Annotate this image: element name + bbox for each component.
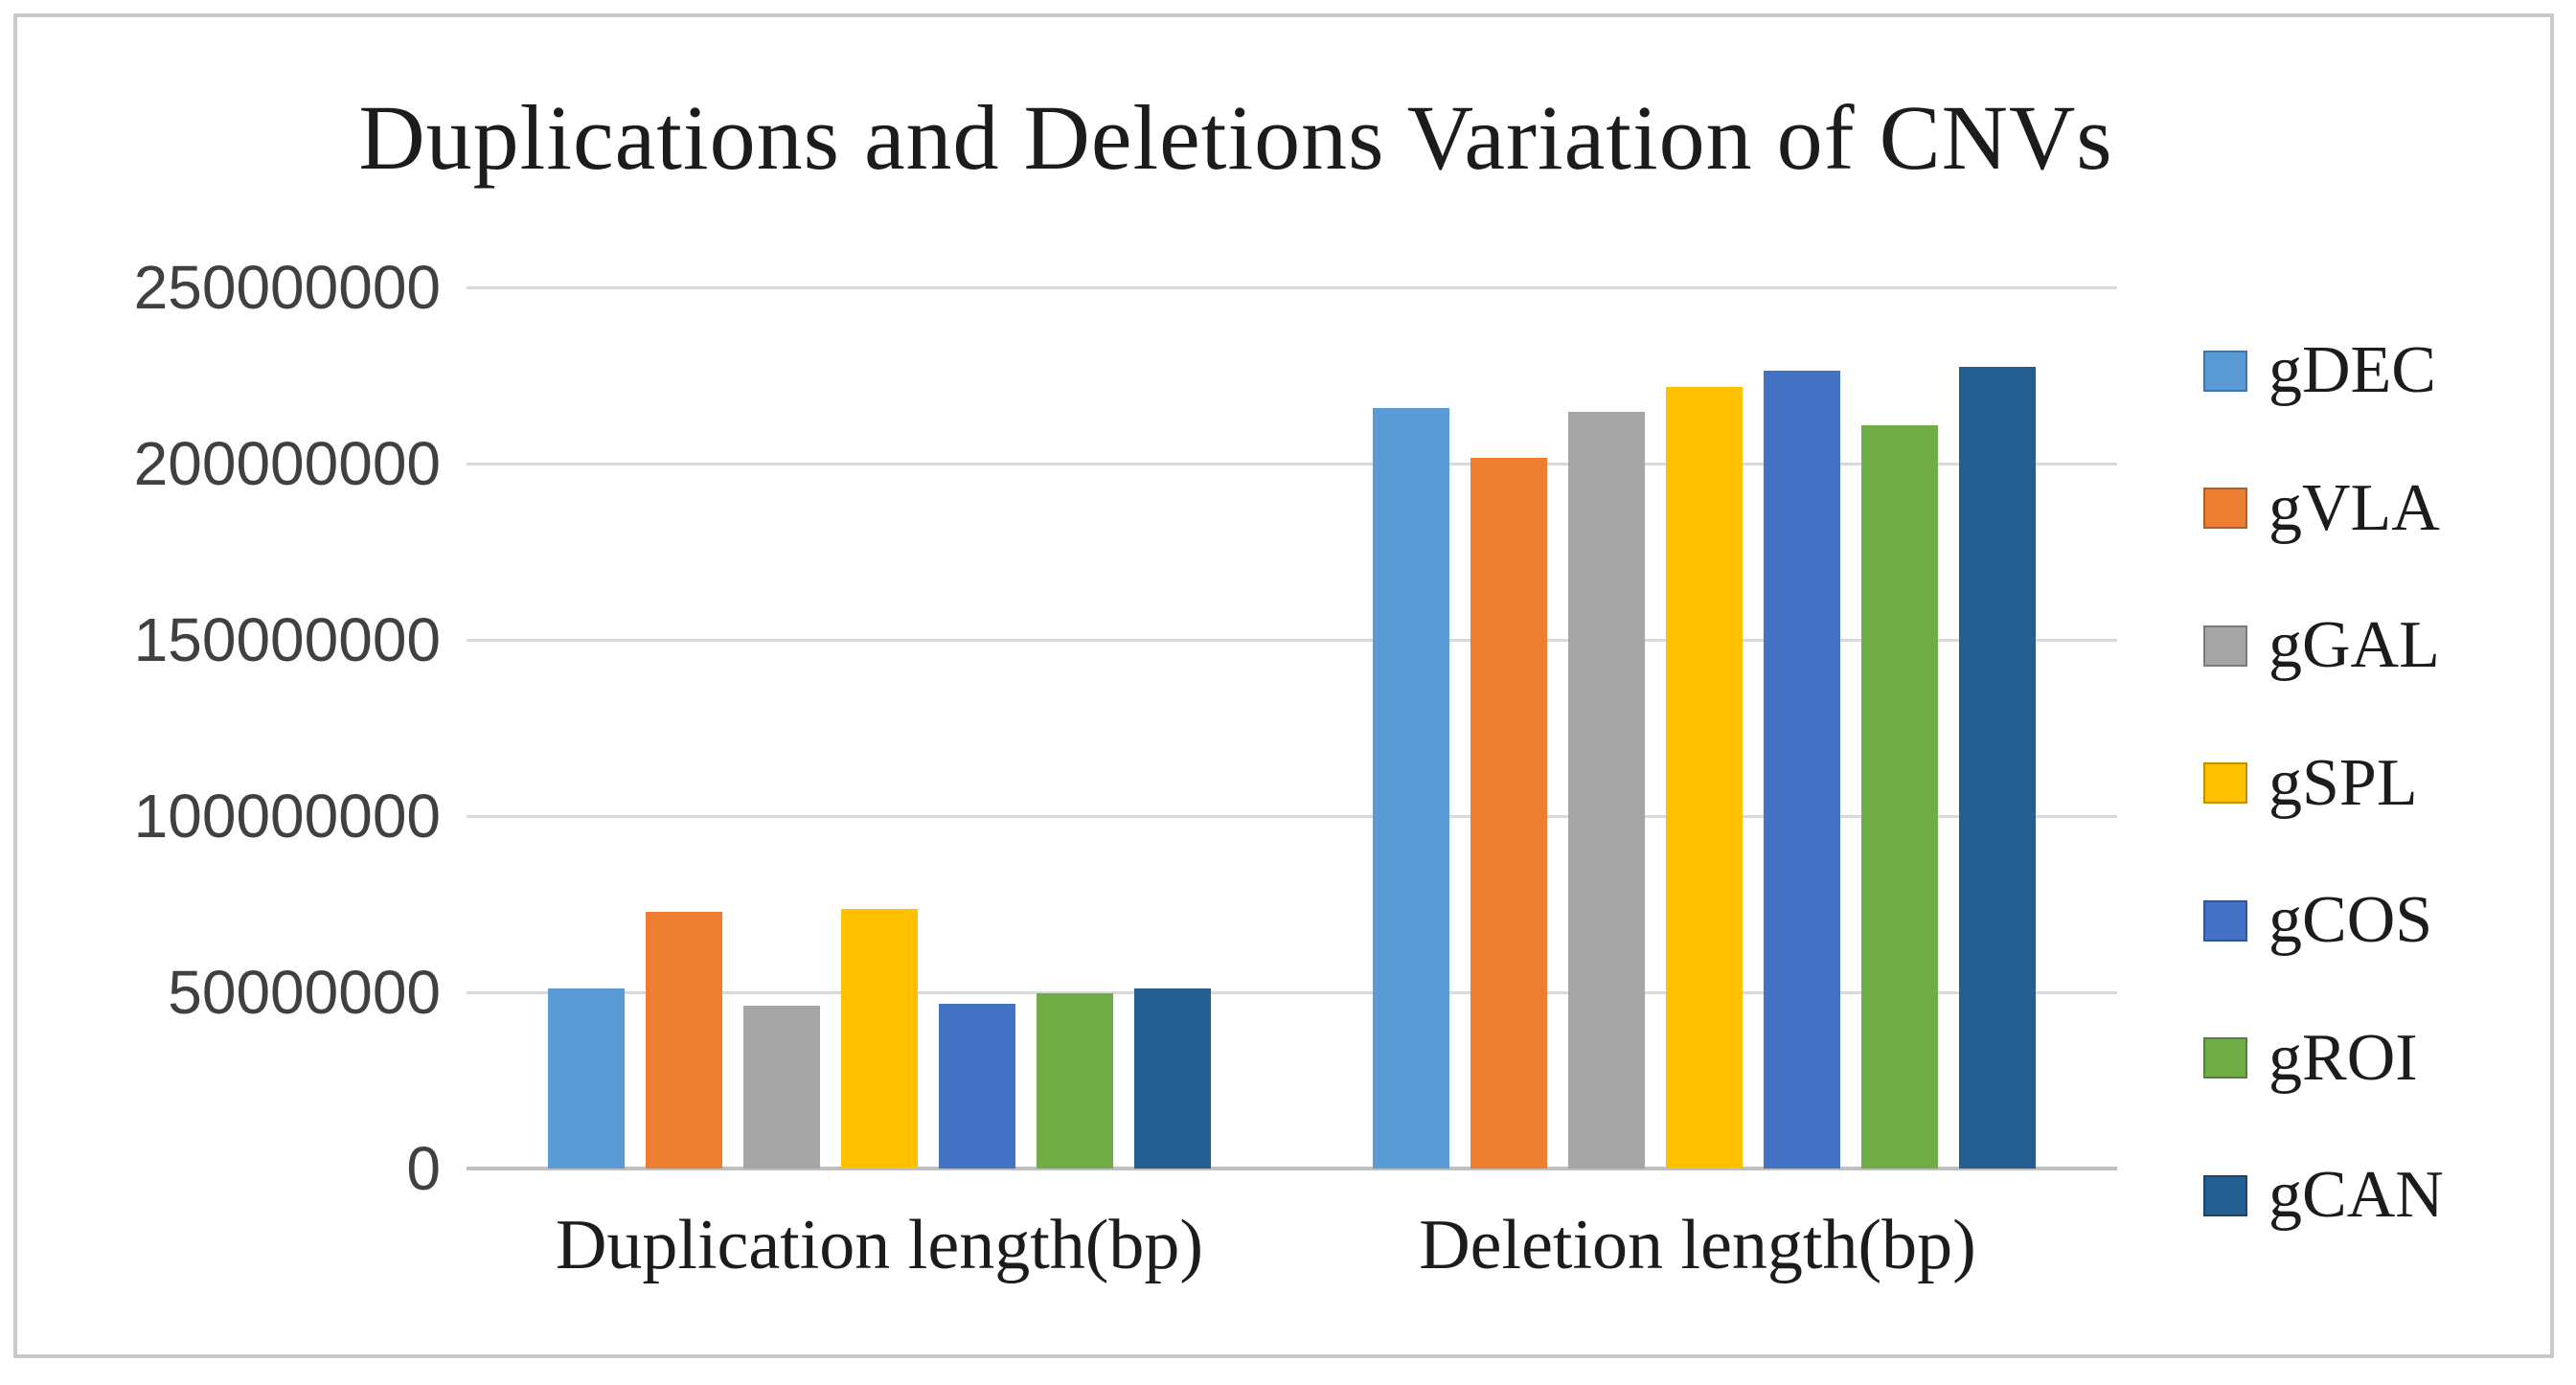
gridline xyxy=(467,286,2117,289)
bar-gCAN-deletion xyxy=(1959,367,2037,1169)
legend-item-gDEC: gDEC xyxy=(2203,323,2436,419)
bar-gDEC-deletion xyxy=(1373,408,1450,1169)
legend-item-gCAN: gCAN xyxy=(2203,1147,2444,1243)
y-axis-tick-label: 50000000 xyxy=(168,958,441,1027)
legend-item-gGAL: gGAL xyxy=(2203,598,2440,693)
legend-label-gSPL: gSPL xyxy=(2268,745,2418,820)
plot-area xyxy=(467,286,2117,1170)
gridline xyxy=(467,991,2117,994)
bar-gSPL-duplication xyxy=(840,909,918,1169)
y-axis-tick-label: 0 xyxy=(406,1134,441,1203)
bar-gSPL-deletion xyxy=(1666,387,1744,1169)
legend-label-gGAL: gGAL xyxy=(2268,608,2440,682)
bar-gCAN-duplication xyxy=(1133,988,1211,1169)
bar-gCOS-duplication xyxy=(938,1004,1015,1169)
bar-gVLA-deletion xyxy=(1470,458,1548,1169)
legend-item-gCOS: gCOS xyxy=(2203,873,2432,968)
x-category-label-duplication: Duplication length(bp) xyxy=(555,1206,1204,1284)
legend-label-gDEC: gDEC xyxy=(2268,333,2436,407)
bar-gGAL-deletion xyxy=(1568,412,1646,1169)
legend-label-gCOS: gCOS xyxy=(2268,883,2433,957)
legend-swatch-gROI xyxy=(2203,1037,2247,1078)
y-axis-tick-label: 150000000 xyxy=(133,605,441,674)
legend-swatch-gGAL xyxy=(2203,624,2247,667)
legend-label-gCAN: gCAN xyxy=(2268,1158,2444,1232)
y-axis-tick-label: 200000000 xyxy=(133,429,441,498)
figure-border xyxy=(13,13,2554,1358)
legend-swatch-gCAN xyxy=(2203,1174,2247,1216)
legend-label-gROI: gROI xyxy=(2268,1020,2418,1095)
y-axis-tick-label: 100000000 xyxy=(133,782,441,851)
bar-gROI-duplication xyxy=(1036,993,1113,1169)
bar-gGAL-duplication xyxy=(742,1006,820,1169)
gridline xyxy=(467,463,2117,465)
bar-gDEC-duplication xyxy=(547,988,625,1169)
gridline xyxy=(467,639,2117,642)
legend-label-gVLA: gVLA xyxy=(2268,470,2440,545)
bar-gVLA-duplication xyxy=(645,912,722,1169)
x-axis-line xyxy=(467,1167,2117,1170)
legend-item-gSPL: gSPL xyxy=(2203,736,2418,831)
legend-swatch-gSPL xyxy=(2203,762,2247,804)
bar-gCOS-deletion xyxy=(1764,371,1841,1169)
gridline xyxy=(467,815,2117,818)
legend: gDEC gVLA gGAL gSPL gCOS gROI gCAN xyxy=(2203,0,2567,1385)
x-category-label-deletion: Deletion length(bp) xyxy=(1419,1206,1976,1284)
bar-gROI-deletion xyxy=(1861,425,1939,1169)
legend-item-gVLA: gVLA xyxy=(2203,461,2440,556)
legend-swatch-gVLA xyxy=(2203,488,2247,529)
legend-item-gROI: gROI xyxy=(2203,1010,2418,1106)
chart-title: Duplications and Deletions Variation of … xyxy=(358,86,2113,189)
legend-swatch-gDEC xyxy=(2203,350,2247,392)
y-axis-tick-label: 250000000 xyxy=(133,253,441,322)
legend-swatch-gCOS xyxy=(2203,899,2247,942)
